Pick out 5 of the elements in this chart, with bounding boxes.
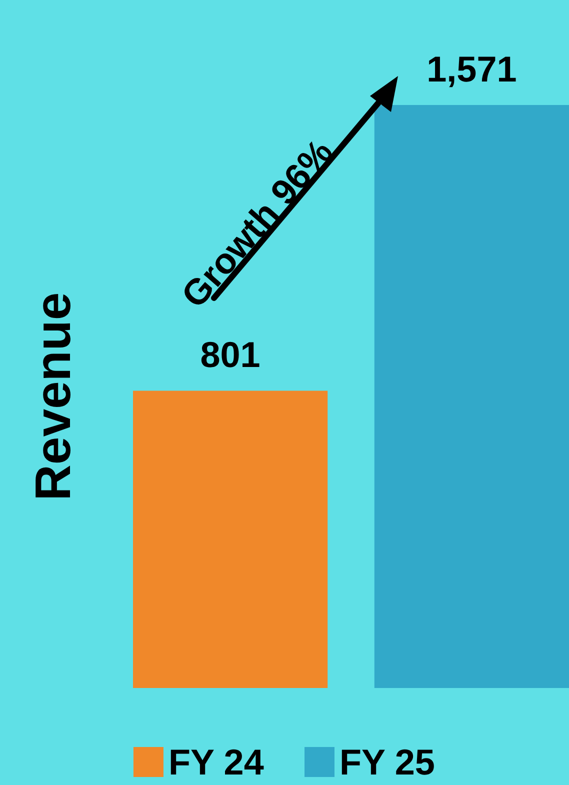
y-axis-title: Revenue — [25, 292, 81, 501]
legend-label: FY 24 — [168, 742, 264, 782]
data-label: 801 — [200, 334, 260, 376]
legend-label: FY 25 — [340, 742, 435, 782]
data-label: 1,571 — [426, 48, 517, 90]
